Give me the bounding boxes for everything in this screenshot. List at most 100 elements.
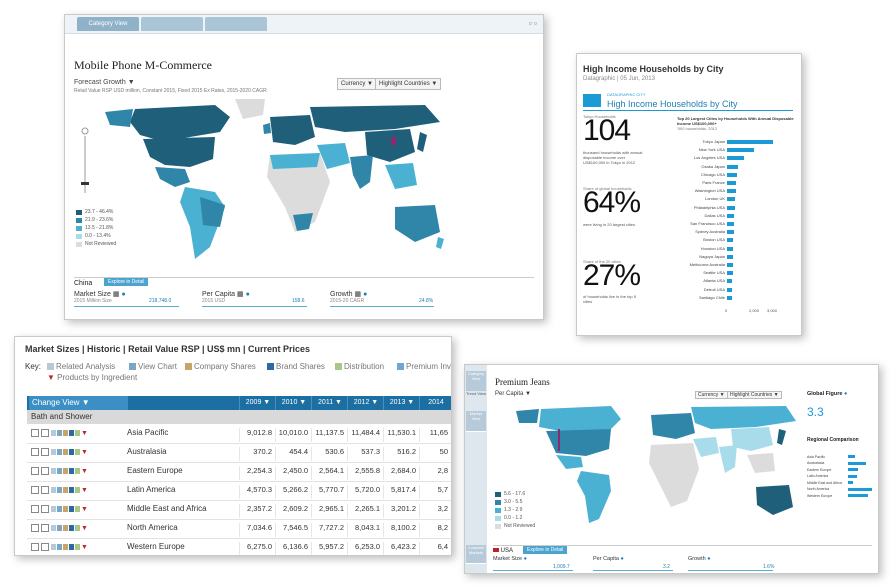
table-row[interactable]: ▼ Asia Pacific 9,012.8 10,010.0 11,137.5 11,4… <box>27 424 451 444</box>
side-tab-category-view[interactable]: Category View <box>466 371 486 392</box>
row-action-icons[interactable]: ▼ <box>31 524 88 532</box>
action-icon[interactable] <box>57 449 62 455</box>
side-tab-trend-view[interactable]: Trend View <box>466 391 486 412</box>
action-icon[interactable] <box>75 487 80 493</box>
table-row[interactable]: ▼ Western Europe 6,275.0 6,136.6 5,957.2 6,25… <box>27 538 451 555</box>
action-icon[interactable] <box>57 525 62 531</box>
action-icon[interactable] <box>51 468 56 474</box>
city-bar[interactable] <box>727 222 734 226</box>
city-bar[interactable] <box>727 140 773 144</box>
column-header[interactable]: 2010 ▼ <box>275 396 312 410</box>
info-icon[interactable]: ● <box>121 291 126 298</box>
table-row[interactable]: ▼ Latin America 4,570.3 5,266.2 5,770.7 5,720… <box>27 481 451 501</box>
checkbox[interactable] <box>31 543 39 551</box>
city-bar[interactable] <box>727 238 734 243</box>
triangle-icon[interactable]: ▼ <box>81 429 88 437</box>
region-bar[interactable] <box>848 461 866 465</box>
expand-icon[interactable] <box>41 429 49 437</box>
checkbox[interactable] <box>31 505 39 513</box>
city-bar[interactable] <box>727 287 733 292</box>
grid-icon[interactable]: ▦ <box>354 291 362 298</box>
row-action-icons[interactable]: ▼ <box>31 486 88 494</box>
table-row[interactable]: ▼ Middle East and Africa 2,357.2 2,609.2 2,9… <box>27 500 451 520</box>
action-icon[interactable] <box>63 506 68 512</box>
expand-icon[interactable] <box>41 486 49 494</box>
action-icon[interactable] <box>75 544 80 550</box>
action-icon[interactable] <box>63 449 68 455</box>
action-icon[interactable] <box>63 430 68 436</box>
explore-detail-button[interactable]: Explore in Detail <box>523 546 568 554</box>
table-row[interactable]: ▼ Eastern Europe 2,254.3 2,450.0 2,564.1 2,55… <box>27 462 451 482</box>
city-bar[interactable] <box>727 189 736 194</box>
column-header[interactable]: 2012 ▼ <box>347 396 384 410</box>
side-tab-market-view[interactable]: Market View <box>466 411 486 432</box>
info-icon[interactable]: ● <box>363 291 368 298</box>
city-bar[interactable] <box>727 172 738 177</box>
region-bar[interactable] <box>848 455 855 458</box>
city-bar[interactable] <box>727 164 739 169</box>
expand-icon[interactable] <box>41 467 49 475</box>
action-icon[interactable] <box>57 430 62 436</box>
world-map[interactable] <box>95 97 445 267</box>
action-icon[interactable] <box>69 506 74 512</box>
action-icon[interactable] <box>75 506 80 512</box>
action-icon[interactable] <box>51 449 56 455</box>
city-bar[interactable] <box>727 279 733 284</box>
action-icon[interactable] <box>75 430 80 436</box>
triangle-icon[interactable]: ▼ <box>81 524 88 532</box>
action-icon[interactable] <box>51 430 56 436</box>
region-bar[interactable] <box>848 487 872 491</box>
expand-icon[interactable] <box>41 524 49 532</box>
action-icon[interactable] <box>69 544 74 550</box>
window-controls[interactable]: ▫▫ <box>528 18 539 28</box>
action-icon[interactable] <box>69 487 74 493</box>
highlight-countries-dropdown[interactable]: Highlight Countries ▼ <box>727 391 782 399</box>
action-icon[interactable] <box>57 468 62 474</box>
action-icon[interactable] <box>63 487 68 493</box>
action-icon[interactable] <box>51 544 56 550</box>
explore-detail-button[interactable]: Explore in Detail <box>104 278 149 286</box>
action-icon[interactable] <box>51 506 56 512</box>
zoom-slider[interactable] <box>81 127 89 197</box>
action-icon[interactable] <box>69 525 74 531</box>
expand-icon[interactable] <box>41 448 49 456</box>
city-bar[interactable] <box>727 230 734 235</box>
expand-icon[interactable] <box>41 543 49 551</box>
change-view-dropdown[interactable]: Change View ▼ <box>29 396 128 410</box>
action-icon[interactable] <box>69 449 74 455</box>
city-bar[interactable] <box>727 263 733 267</box>
table-row[interactable]: ▼ Australasia 370.2 454.4 530.6 537.3 516.2 50 <box>27 443 451 463</box>
city-bar[interactable] <box>727 197 736 202</box>
triangle-icon[interactable]: ▼ <box>81 543 88 551</box>
region-bar[interactable] <box>848 494 869 497</box>
city-bar[interactable] <box>727 181 736 185</box>
checkbox[interactable] <box>31 448 39 456</box>
side-tab-compare[interactable]: Compare Markets <box>466 545 486 564</box>
checkbox[interactable] <box>31 429 39 437</box>
region-bar[interactable] <box>848 481 853 484</box>
tab-market-view[interactable] <box>205 17 267 31</box>
tab-category-view[interactable]: Category View <box>77 17 139 31</box>
world-map[interactable] <box>511 401 801 531</box>
city-bar[interactable] <box>727 246 734 251</box>
city-bar[interactable] <box>727 205 735 210</box>
region-bar[interactable] <box>848 468 859 471</box>
row-action-icons[interactable]: ▼ <box>31 543 88 551</box>
measure-selector[interactable]: Per Capita ▼ <box>495 391 531 397</box>
action-icon[interactable] <box>69 430 74 436</box>
triangle-icon[interactable]: ▼ <box>81 486 88 494</box>
action-icon[interactable] <box>63 468 68 474</box>
action-icon[interactable] <box>75 525 80 531</box>
city-bar[interactable] <box>727 254 734 259</box>
currency-dropdown[interactable]: Currency ▼ <box>337 78 377 90</box>
measure-selector[interactable]: Forecast Growth ▼ <box>74 79 135 86</box>
action-icon[interactable] <box>57 487 62 493</box>
checkbox[interactable] <box>31 524 39 532</box>
column-header[interactable]: 2011 ▼ <box>311 396 348 410</box>
column-header[interactable]: 2014 <box>419 396 451 410</box>
city-bar[interactable] <box>727 271 733 276</box>
city-bar[interactable] <box>727 295 732 300</box>
city-bar[interactable] <box>727 156 744 161</box>
column-header[interactable]: 2009 ▼ <box>239 396 276 410</box>
triangle-icon[interactable]: ▼ <box>81 448 88 456</box>
